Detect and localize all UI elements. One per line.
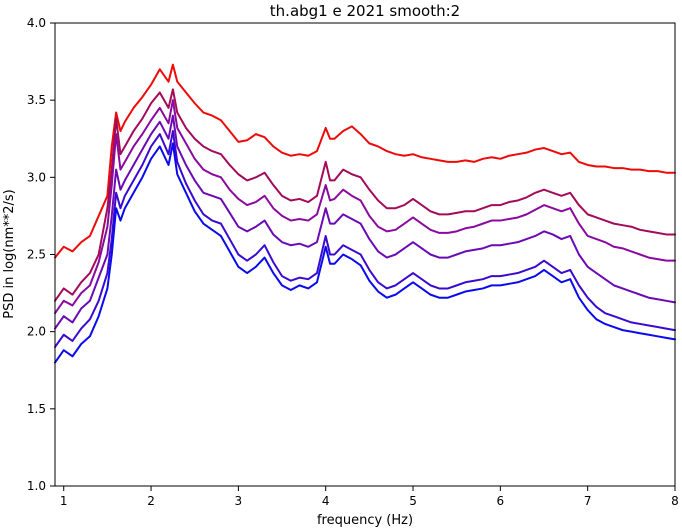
y-tick-label: 4.0 — [27, 16, 46, 30]
y-tick-label: 1.0 — [27, 479, 46, 493]
x-tick-label: 3 — [235, 494, 243, 508]
y-axis-ticks: 1.0 1.5 2.0 2.5 3.0 3.5 4.0 — [27, 16, 55, 493]
series-line-5 — [54, 130, 676, 349]
series-line-2 — [54, 88, 676, 302]
x-tick-label: 7 — [584, 494, 592, 508]
x-tick-label: 2 — [147, 494, 155, 508]
x-tick-label: 6 — [497, 494, 505, 508]
series-line-6 — [54, 142, 676, 364]
series-line-3 — [54, 99, 676, 315]
y-tick-label: 2.5 — [27, 248, 46, 262]
y-tick-label: 3.5 — [27, 93, 46, 107]
series-line-4 — [54, 114, 676, 330]
chart-title: th.abg1 e 2021 smooth:2 — [270, 2, 460, 20]
y-tick-label: 3.0 — [27, 170, 46, 184]
y-tick-label: 1.5 — [27, 402, 46, 416]
y-tick-label: 2.0 — [27, 325, 46, 339]
y-axis-label: PSD in log(nm**2/s) — [2, 189, 17, 319]
series-line-1 — [54, 63, 676, 259]
x-axis-ticks: 1 2 3 4 5 6 7 8 — [60, 486, 679, 508]
x-axis-label: frequency (Hz) — [317, 513, 413, 528]
x-tick-label: 1 — [60, 494, 68, 508]
x-tick-label: 8 — [671, 494, 679, 508]
x-tick-label: 4 — [322, 494, 330, 508]
x-tick-label: 5 — [409, 494, 417, 508]
series-layer — [54, 63, 676, 364]
